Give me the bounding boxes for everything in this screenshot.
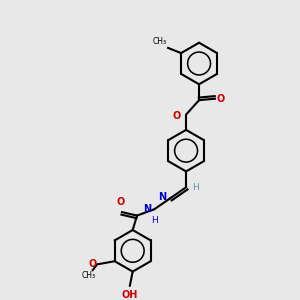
Text: O: O <box>88 259 97 269</box>
Text: H: H <box>192 183 199 192</box>
Text: H: H <box>151 216 158 225</box>
Text: CH₃: CH₃ <box>82 271 96 280</box>
Text: OH: OH <box>121 290 137 300</box>
Text: O: O <box>116 197 125 207</box>
Text: O: O <box>217 94 225 104</box>
Text: CH₃: CH₃ <box>152 38 167 46</box>
Text: O: O <box>173 111 181 121</box>
Text: N: N <box>158 192 166 202</box>
Text: N: N <box>143 204 151 214</box>
